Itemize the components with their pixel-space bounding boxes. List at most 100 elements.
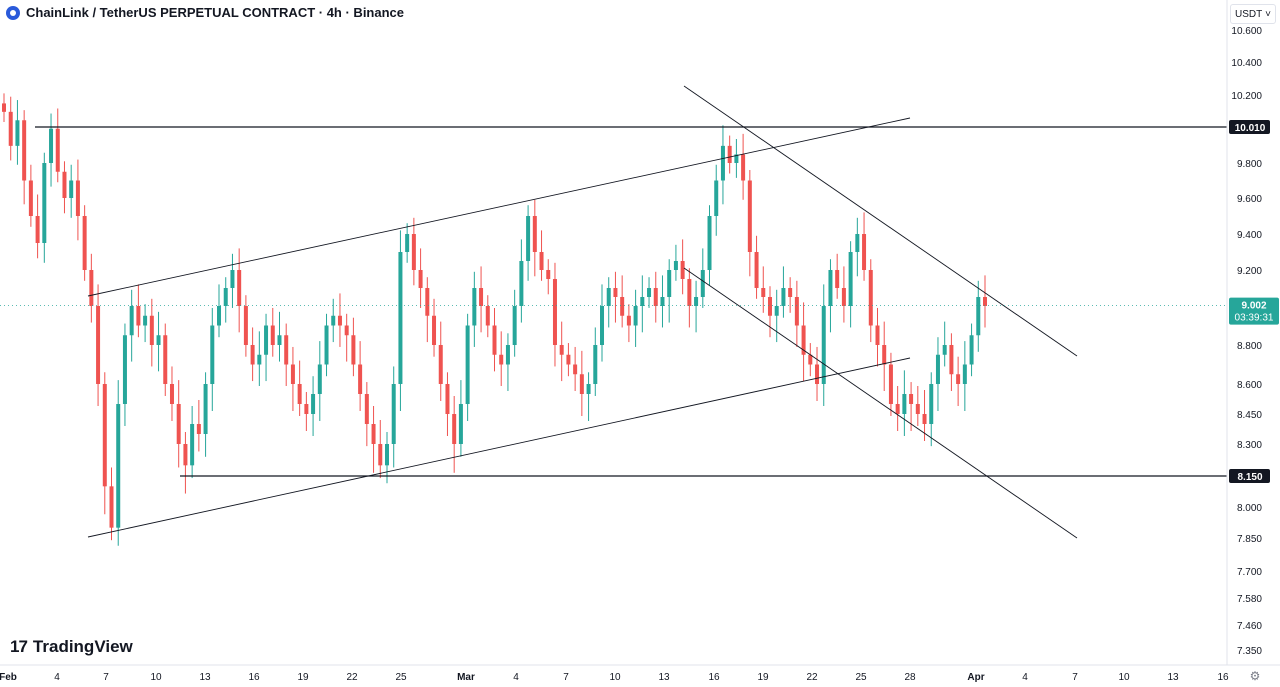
candle-body <box>485 306 490 326</box>
candle-body <box>89 270 94 306</box>
currency-selector[interactable]: USDT ˅ <box>1230 4 1276 24</box>
candle-body <box>311 394 316 414</box>
tradingview-logo[interactable]: 17 TradingView <box>10 637 133 657</box>
price-tick-label: 10.600 <box>1231 26 1262 37</box>
candle-body <box>62 171 67 198</box>
time-tick-label: 13 <box>658 672 670 683</box>
price-tick-label: 7.460 <box>1237 621 1262 632</box>
falling-channel-upper <box>683 85 1078 357</box>
candle-body <box>848 252 853 306</box>
time-tick-label: 7 <box>103 672 109 683</box>
price-tick-label: 10.400 <box>1231 58 1262 69</box>
candle-body <box>169 384 174 404</box>
candle-body <box>223 288 228 306</box>
candle-body <box>42 163 47 243</box>
candle-body <box>821 306 826 384</box>
candle-body <box>411 234 416 270</box>
candle-body <box>727 145 732 163</box>
candle-body <box>680 261 685 279</box>
candle-body <box>156 335 161 345</box>
candle-body <box>532 216 537 252</box>
time-axis: Feb 4 7 10 13 16 19 22 25 Mar 4 7 10 13 16 19 22 25 28 Apr 4… <box>0 672 1229 683</box>
candle-body <box>559 345 564 355</box>
candle-body <box>935 354 940 384</box>
candle-body <box>741 154 746 181</box>
level-price-tag <box>1229 120 1270 134</box>
candle-body <box>673 261 678 270</box>
candle-body <box>358 364 363 394</box>
candle-body <box>438 345 443 384</box>
candle-body <box>956 374 961 384</box>
candle-body <box>546 270 551 279</box>
chart-title[interactable]: ChainLink / TetherUS PERPETUAL CONTRACT … <box>26 5 404 20</box>
level-price-tag <box>1229 469 1270 483</box>
candle-body <box>183 444 188 466</box>
time-tick-label: 19 <box>297 672 309 683</box>
candle-body <box>15 120 20 146</box>
falling-channel-lower <box>683 267 1078 539</box>
candle-body <box>640 297 645 306</box>
time-tick-label: 22 <box>346 672 358 683</box>
candle-body <box>290 364 295 384</box>
candle-body <box>613 288 618 297</box>
time-tick-label: 10 <box>150 672 162 683</box>
candle-body <box>452 414 457 444</box>
time-tick-label: 10 <box>1118 672 1130 683</box>
time-tick-label: 4 <box>513 672 519 683</box>
candle-body <box>55 128 60 172</box>
price-tick-label: 9.600 <box>1237 194 1262 205</box>
candle-body <box>714 180 719 216</box>
candle-body <box>243 306 248 345</box>
price-tick-label: 7.580 <box>1237 594 1262 605</box>
candle-body <box>600 306 605 345</box>
trendlines-layer <box>0 85 1227 539</box>
candle-body <box>526 216 531 261</box>
price-tick-label: 8.300 <box>1237 440 1262 451</box>
candle-body <box>8 111 13 146</box>
price-tick-label: 9.200 <box>1237 266 1262 277</box>
candle-body <box>620 297 625 316</box>
candle-body <box>210 325 215 384</box>
time-tick-label: 28 <box>904 672 916 683</box>
time-tick-label: 16 <box>708 672 720 683</box>
price-tick-label: 7.350 <box>1237 646 1262 657</box>
candle-body <box>317 364 322 394</box>
candle-body <box>445 384 450 414</box>
price-tick-label: 8.800 <box>1237 341 1262 352</box>
candle-body <box>102 384 107 487</box>
candle-body <box>264 325 269 355</box>
candle-body <box>828 270 833 306</box>
candle-body <box>539 252 544 270</box>
candle-body <box>781 288 786 306</box>
candle-body <box>472 288 477 326</box>
price-tick-label: 8.000 <box>1237 503 1262 514</box>
candle-body <box>364 394 369 424</box>
time-tick-label: 16 <box>248 672 260 683</box>
price-tick-label: 10.200 <box>1231 91 1262 102</box>
candle-body <box>499 354 504 365</box>
candle-body <box>801 325 806 355</box>
candle-body <box>566 354 571 365</box>
candle-body <box>862 234 867 270</box>
candle-body <box>707 216 712 270</box>
candle-body <box>633 306 638 326</box>
candle-body <box>149 315 154 345</box>
time-tick-label: Feb <box>0 672 17 683</box>
candle-body <box>217 306 222 326</box>
candle-body <box>35 216 40 243</box>
gear-icon[interactable]: ⚙ <box>1249 669 1261 683</box>
candle-body <box>915 404 920 414</box>
time-tick-label: 4 <box>54 672 60 683</box>
candle-body <box>163 335 168 384</box>
candle-body <box>888 364 893 404</box>
candle-body <box>2 103 6 112</box>
time-tick-label: 16 <box>1217 672 1229 683</box>
candle-body <box>230 270 235 288</box>
candle-body <box>902 394 907 414</box>
candle-body <box>949 345 954 375</box>
candle-body <box>586 384 591 394</box>
candle-body <box>203 384 208 434</box>
candle-body <box>841 288 846 306</box>
candle-body <box>250 345 255 365</box>
